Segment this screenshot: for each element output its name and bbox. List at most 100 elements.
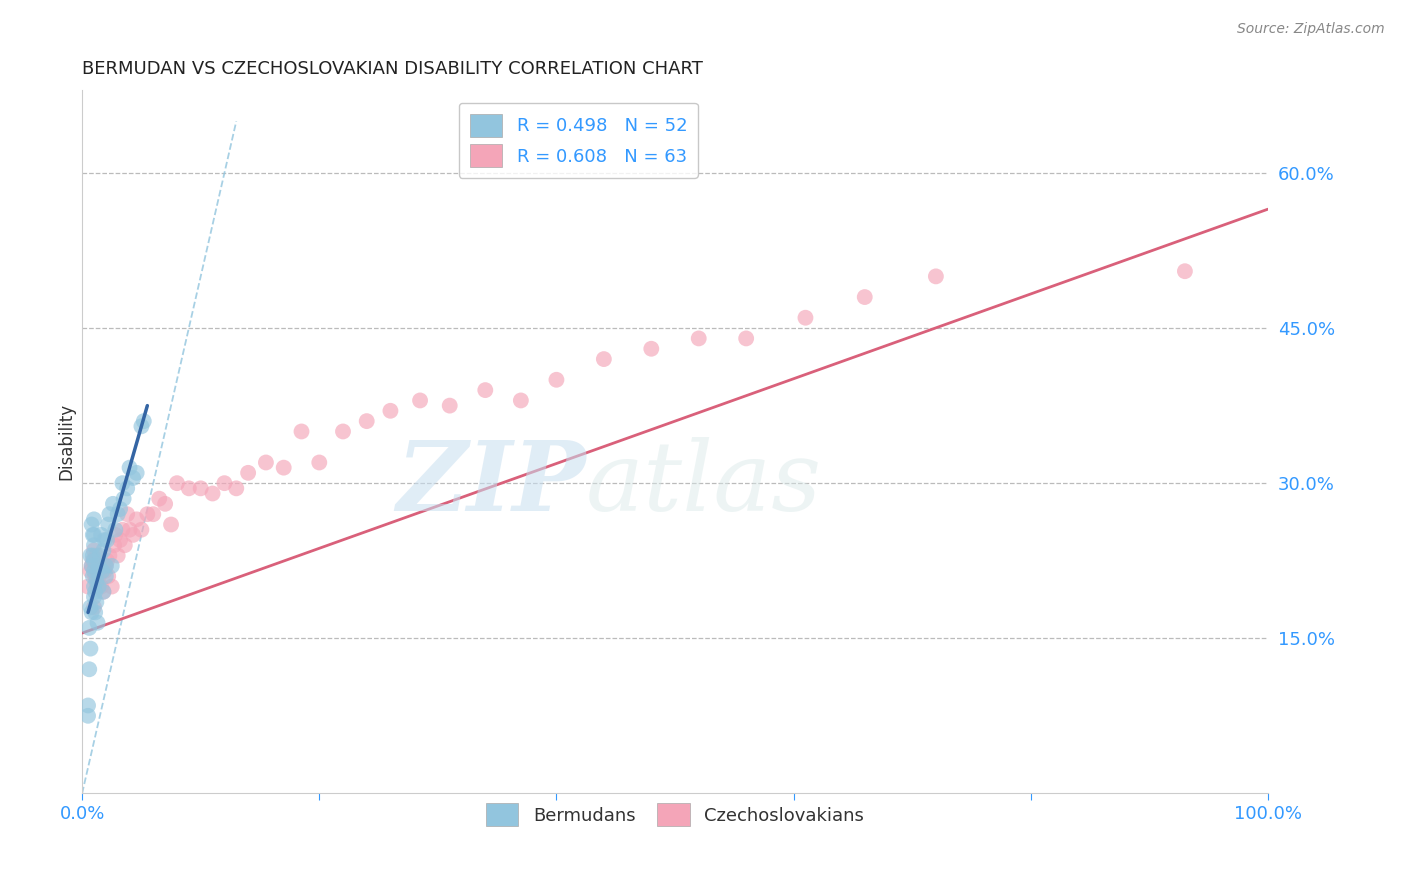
Point xyxy=(80,558,103,573)
Point xyxy=(100,580,122,594)
Point xyxy=(93,564,115,578)
Point xyxy=(86,615,108,630)
Point xyxy=(509,393,531,408)
Point xyxy=(115,481,138,495)
Point xyxy=(83,512,105,526)
Point xyxy=(86,564,108,578)
Point xyxy=(89,549,111,563)
Point xyxy=(97,569,120,583)
Point xyxy=(201,486,224,500)
Point xyxy=(83,543,105,558)
Point xyxy=(86,580,108,594)
Point xyxy=(122,528,145,542)
Point xyxy=(79,564,101,578)
Point xyxy=(735,331,758,345)
Point xyxy=(94,569,117,583)
Point xyxy=(108,533,131,547)
Point xyxy=(84,584,107,599)
Point xyxy=(439,399,461,413)
Point xyxy=(83,528,105,542)
Point xyxy=(93,584,115,599)
Point xyxy=(131,419,153,434)
Point xyxy=(87,558,110,573)
Point xyxy=(190,481,212,495)
Point xyxy=(160,517,183,532)
Point xyxy=(77,662,100,676)
Text: ZIP: ZIP xyxy=(396,437,586,531)
Point xyxy=(104,523,127,537)
Point xyxy=(89,564,111,578)
Point xyxy=(93,533,115,547)
Point xyxy=(101,497,124,511)
Y-axis label: Disability: Disability xyxy=(58,403,75,481)
Point xyxy=(79,549,101,563)
Point xyxy=(90,580,112,594)
Point xyxy=(98,507,121,521)
Point xyxy=(153,497,176,511)
Point xyxy=(100,558,122,573)
Point xyxy=(592,352,614,367)
Point xyxy=(77,621,100,635)
Point xyxy=(104,528,127,542)
Point xyxy=(103,538,125,552)
Point xyxy=(80,558,103,573)
Legend: Bermudans, Czechoslovakians: Bermudans, Czechoslovakians xyxy=(479,796,872,833)
Point xyxy=(225,481,247,495)
Point xyxy=(136,507,159,521)
Point xyxy=(86,549,108,563)
Point xyxy=(82,554,104,568)
Point xyxy=(332,425,354,439)
Point xyxy=(290,425,312,439)
Point xyxy=(79,600,101,615)
Point xyxy=(107,549,129,563)
Point xyxy=(97,517,120,532)
Point xyxy=(114,538,136,552)
Point xyxy=(94,558,117,573)
Point xyxy=(115,507,138,521)
Point xyxy=(356,414,378,428)
Point xyxy=(80,517,103,532)
Point xyxy=(87,580,110,594)
Point xyxy=(82,528,104,542)
Point xyxy=(122,471,145,485)
Point xyxy=(83,590,105,604)
Point xyxy=(98,549,121,563)
Text: atlas: atlas xyxy=(586,437,823,531)
Point xyxy=(96,554,118,568)
Point xyxy=(91,564,114,578)
Point xyxy=(80,606,103,620)
Point xyxy=(82,549,104,563)
Point xyxy=(94,558,117,573)
Point xyxy=(640,342,662,356)
Point xyxy=(111,476,134,491)
Point xyxy=(87,569,110,583)
Point xyxy=(409,393,432,408)
Text: Source: ZipAtlas.com: Source: ZipAtlas.com xyxy=(1237,22,1385,37)
Point xyxy=(107,507,129,521)
Point xyxy=(853,290,876,304)
Point xyxy=(474,383,496,397)
Point xyxy=(1174,264,1197,278)
Point xyxy=(77,580,100,594)
Point xyxy=(148,491,170,506)
Point xyxy=(925,269,948,284)
Point xyxy=(79,641,101,656)
Point xyxy=(93,543,115,558)
Point xyxy=(380,404,402,418)
Point xyxy=(236,466,259,480)
Point xyxy=(142,507,165,521)
Point xyxy=(273,460,295,475)
Point xyxy=(177,481,200,495)
Point xyxy=(90,528,112,542)
Point xyxy=(111,523,134,537)
Point xyxy=(108,502,131,516)
Point xyxy=(794,310,817,325)
Point xyxy=(83,554,105,568)
Point xyxy=(77,698,100,713)
Point xyxy=(83,564,105,578)
Point xyxy=(308,455,330,469)
Point xyxy=(96,533,118,547)
Point xyxy=(254,455,277,469)
Point xyxy=(214,476,236,491)
Point xyxy=(82,569,104,583)
